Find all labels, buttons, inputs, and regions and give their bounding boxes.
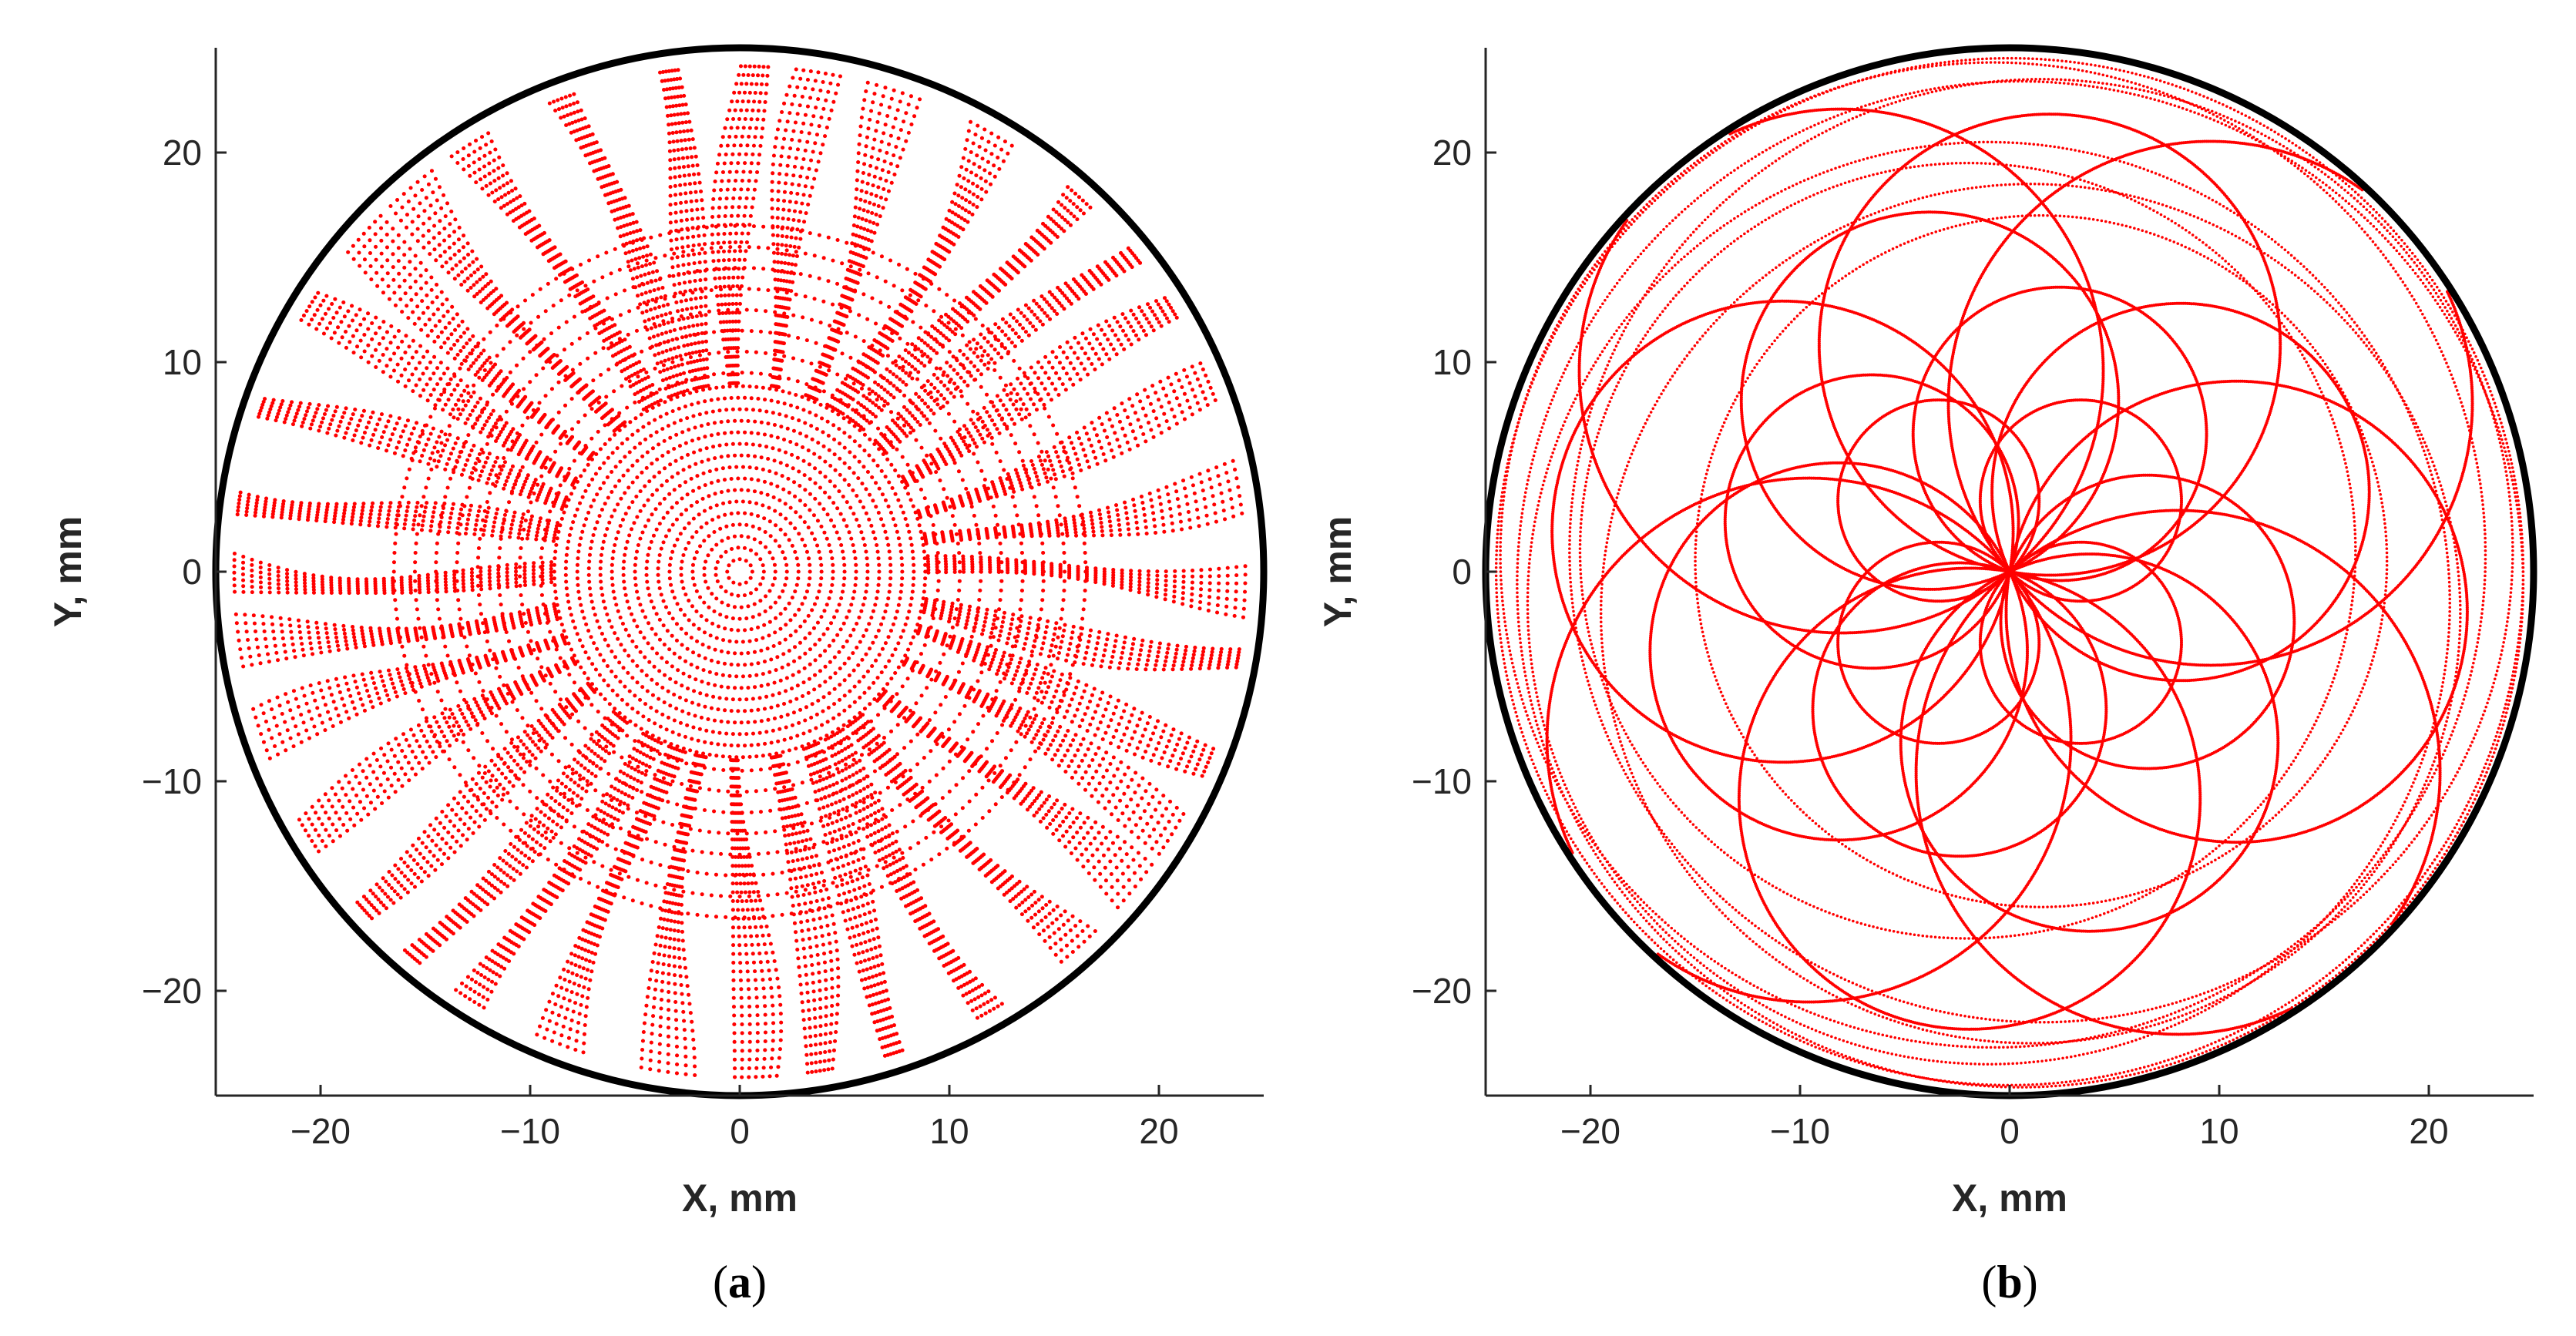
y-tick-label: −20 bbox=[142, 971, 202, 1011]
panel-b-data-points bbox=[1494, 56, 2525, 1089]
panel-b-label: (b) bbox=[1981, 1257, 2037, 1307]
y-tick-label: 20 bbox=[163, 133, 202, 173]
x-tick-label: −10 bbox=[500, 1111, 560, 1151]
y-tick-label: 10 bbox=[1432, 342, 1472, 382]
panel-b-y-axis-label: Y, mm bbox=[1316, 516, 1359, 628]
panel-a-data-points bbox=[232, 64, 1248, 1079]
panel-b-axes: −20 −10 0 10 20 −20 −10 0 10 20 bbox=[1412, 48, 2534, 1151]
panel-a: −20 −10 0 10 20 −20 −10 0 10 20 X, mm Y, mm (a) bbox=[46, 44, 1268, 1307]
y-tick-label: 0 bbox=[1452, 552, 1472, 592]
y-tick-label: 10 bbox=[163, 342, 202, 382]
x-tick-label: −20 bbox=[291, 1111, 351, 1151]
panel-a-scatter-points bbox=[232, 64, 1248, 1079]
panel-b-x-axis-label: X, mm bbox=[1952, 1177, 2067, 1220]
y-tick-label: 20 bbox=[1432, 133, 1472, 173]
y-tick-label: 0 bbox=[182, 552, 202, 592]
panel-b-circle-traces bbox=[1545, 107, 2474, 1036]
panel-b: −20 −10 0 10 20 −20 −10 0 10 20 X, mm Y, mm (b) bbox=[1316, 44, 2537, 1307]
y-tick-label: −20 bbox=[1412, 971, 1472, 1011]
panel-a-boundary-circle bbox=[212, 44, 1268, 1099]
panel-b-outer-ring-traces bbox=[1494, 56, 2525, 1089]
panel-a-letter: a bbox=[728, 1257, 751, 1307]
y-tick-label: −10 bbox=[1412, 761, 1472, 801]
x-tick-label: 10 bbox=[929, 1111, 969, 1151]
panel-a-label: (a) bbox=[713, 1257, 767, 1307]
panel-a-x-axis-label: X, mm bbox=[682, 1177, 798, 1220]
x-tick-label: 20 bbox=[2409, 1111, 2448, 1151]
panel-b-letter: b bbox=[1997, 1257, 2022, 1307]
y-tick-label: −10 bbox=[142, 761, 202, 801]
panel-a-y-axis-label: Y, mm bbox=[46, 516, 89, 628]
panel-a-axes: −20 −10 0 10 20 −20 −10 0 10 20 bbox=[142, 48, 1264, 1151]
x-tick-label: 0 bbox=[2000, 1111, 2020, 1151]
x-tick-label: 0 bbox=[730, 1111, 750, 1151]
x-tick-label: −10 bbox=[1770, 1111, 1830, 1151]
x-tick-label: −20 bbox=[1560, 1111, 1620, 1151]
x-tick-label: 10 bbox=[2199, 1111, 2238, 1151]
x-tick-label: 20 bbox=[1139, 1111, 1178, 1151]
